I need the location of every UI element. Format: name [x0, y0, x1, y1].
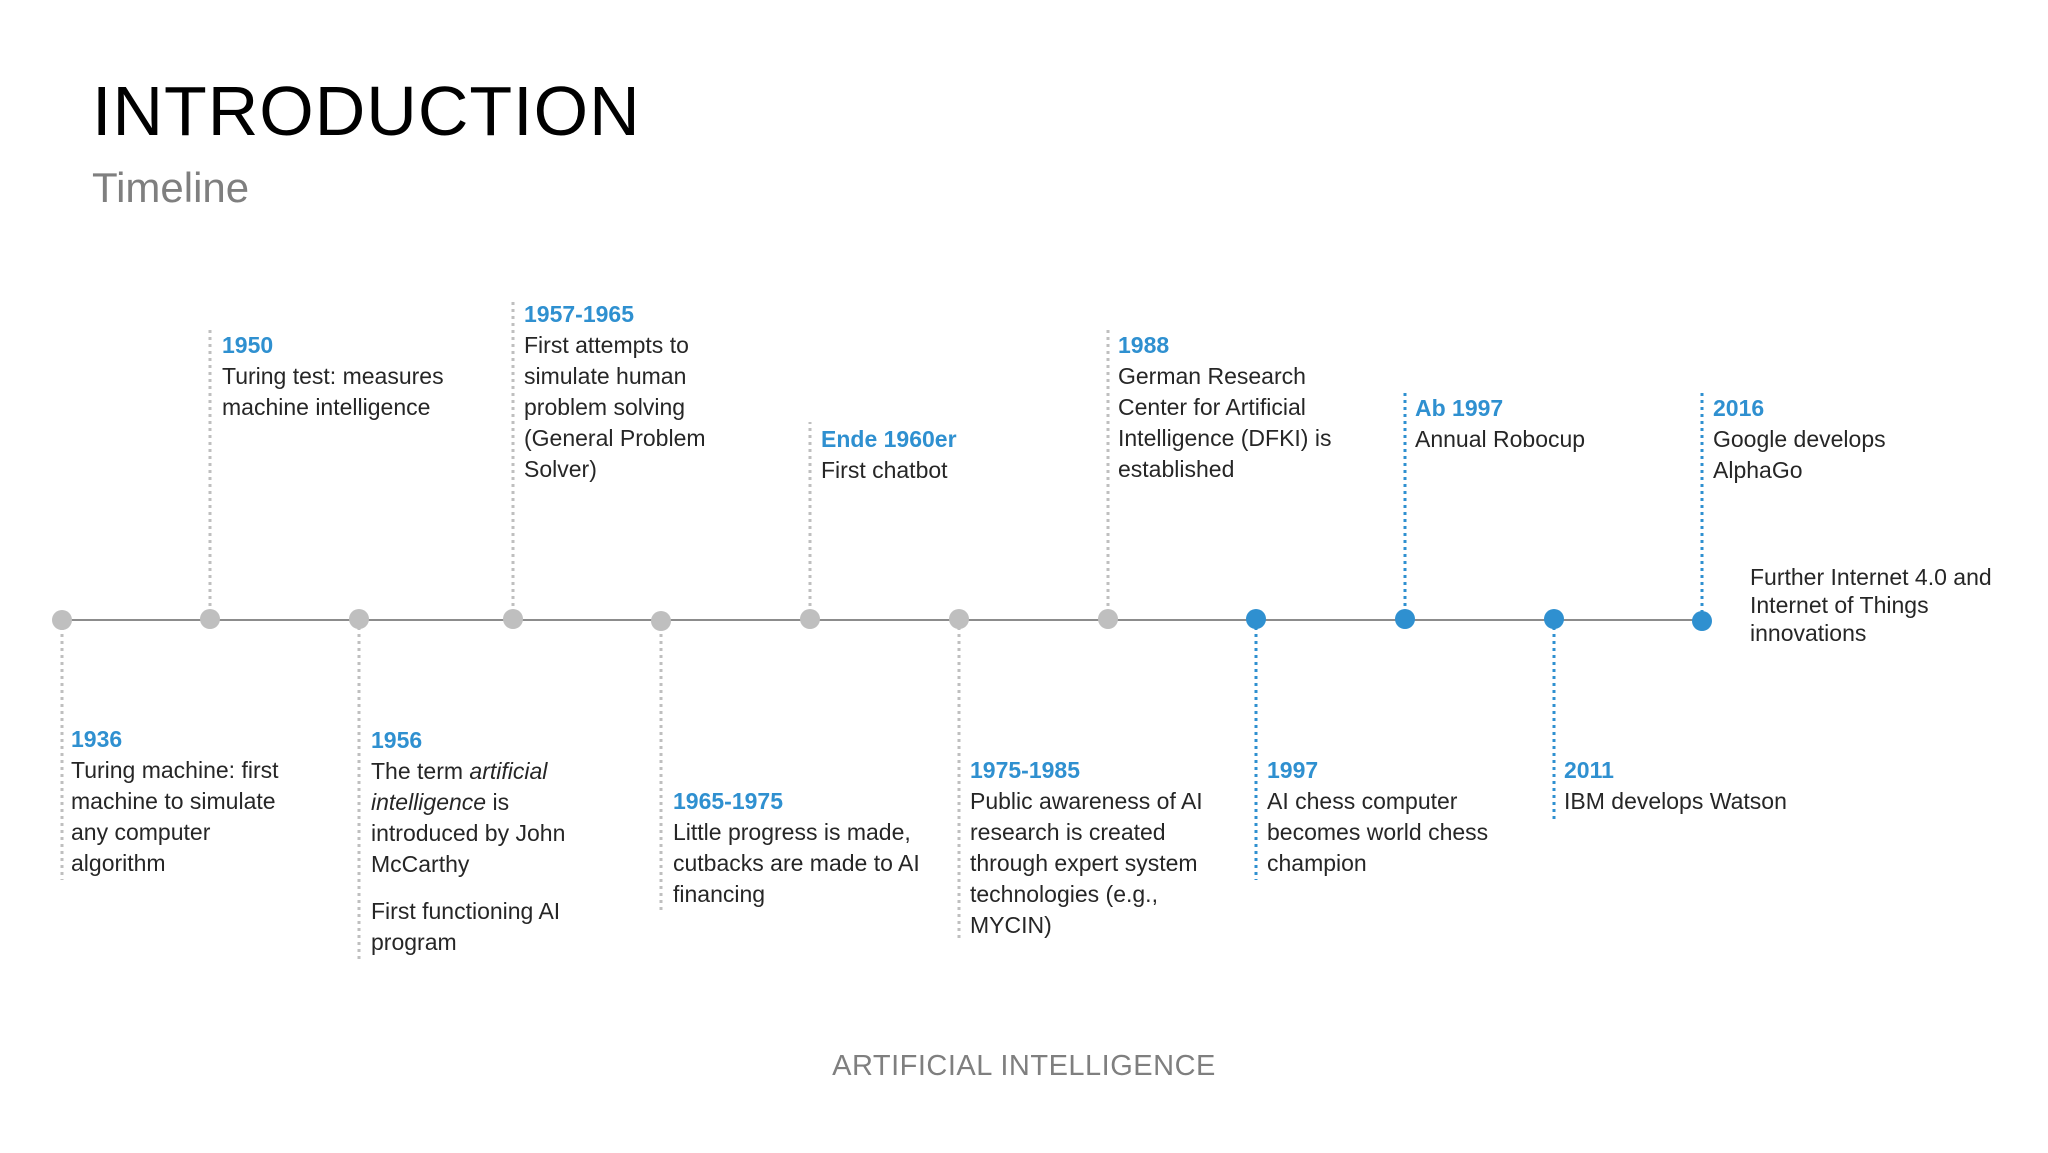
dot-1965-1975	[651, 611, 671, 631]
event-year: 1975-1985	[970, 757, 1080, 783]
event-1950: 1950 Turing test: measures machine intel…	[222, 330, 462, 423]
event-ab-1997: Ab 1997 Annual Robocup	[1415, 393, 1655, 455]
event-year: 2016	[1713, 395, 1765, 421]
event-year: 1950	[222, 332, 274, 358]
dot-1936	[52, 610, 72, 630]
footer-label: ARTIFICIAL INTELLIGENCE	[832, 1050, 1216, 1082]
event-year: 1936	[71, 726, 123, 752]
dot-1956	[349, 609, 369, 629]
dot-1997	[1246, 609, 1266, 629]
event-year: 1957-1965	[524, 301, 634, 327]
page-title: INTRODUCTION	[92, 72, 641, 150]
event-1936: 1936 Turing machine: first machine to si…	[71, 724, 311, 879]
event-desc: Public awareness of AI research is creat…	[970, 788, 1203, 938]
event-1956: 1956 The term artificial intelligence is…	[371, 725, 611, 958]
final-note: Further Internet 4.0 and Internet of Thi…	[1750, 564, 1992, 646]
event-desc: AI chess computer becomes world chess ch…	[1267, 788, 1489, 876]
event-1975-1985: 1975-1985 Public awareness of AI researc…	[970, 755, 1220, 941]
dot-1957-1965	[503, 609, 523, 629]
dot-ende-1960er	[800, 609, 820, 629]
event-1965-1975: 1965-1975 Little progress is made, cutba…	[673, 786, 923, 910]
event-desc-secondary: First functioning AI program	[371, 898, 561, 955]
event-desc: Turing test: measures machine intelligen…	[222, 363, 444, 420]
event-desc: IBM develops Watson	[1564, 788, 1787, 814]
dot-ab-1997	[1395, 609, 1415, 629]
event-1988: 1988 German Research Center for Artifici…	[1118, 330, 1358, 485]
event-2016: 2016 Google develops AlphaGo	[1713, 393, 1933, 486]
event-desc: First chatbot	[821, 457, 948, 483]
event-1997: 1997 AI chess computer becomes world che…	[1267, 755, 1517, 879]
dot-2011	[1544, 609, 1564, 629]
event-desc: The term artificial intelligence is intr…	[371, 758, 566, 877]
dot-1988	[1098, 609, 1118, 629]
event-2011: 2011 IBM develops Watson	[1564, 755, 1824, 817]
event-year: Ende 1960er	[821, 426, 957, 452]
event-year: 1997	[1267, 757, 1319, 783]
event-desc: Google develops AlphaGo	[1713, 426, 1886, 483]
event-1957-1965: 1957-1965 First attempts to simulate hum…	[524, 299, 744, 485]
event-year: 1956	[371, 727, 423, 753]
event-desc: Annual Robocup	[1415, 426, 1586, 452]
dot-2016	[1692, 611, 1712, 631]
event-year: Ab 1997	[1415, 395, 1504, 421]
event-desc: Little progress is made, cutbacks are ma…	[673, 819, 920, 907]
event-desc: German Research Center for Artificial In…	[1118, 363, 1332, 482]
dot-1975-1985	[949, 609, 969, 629]
dot-1950	[200, 609, 220, 629]
event-year: 1988	[1118, 332, 1170, 358]
page-subtitle: Timeline	[92, 164, 250, 211]
event-desc: First attempts to simulate human problem…	[524, 332, 706, 482]
event-desc: Turing machine: first machine to simulat…	[71, 757, 279, 876]
event-ende-1960er: Ende 1960er First chatbot	[821, 424, 1061, 486]
event-year: 1965-1975	[673, 788, 783, 814]
event-year: 2011	[1564, 757, 1614, 783]
